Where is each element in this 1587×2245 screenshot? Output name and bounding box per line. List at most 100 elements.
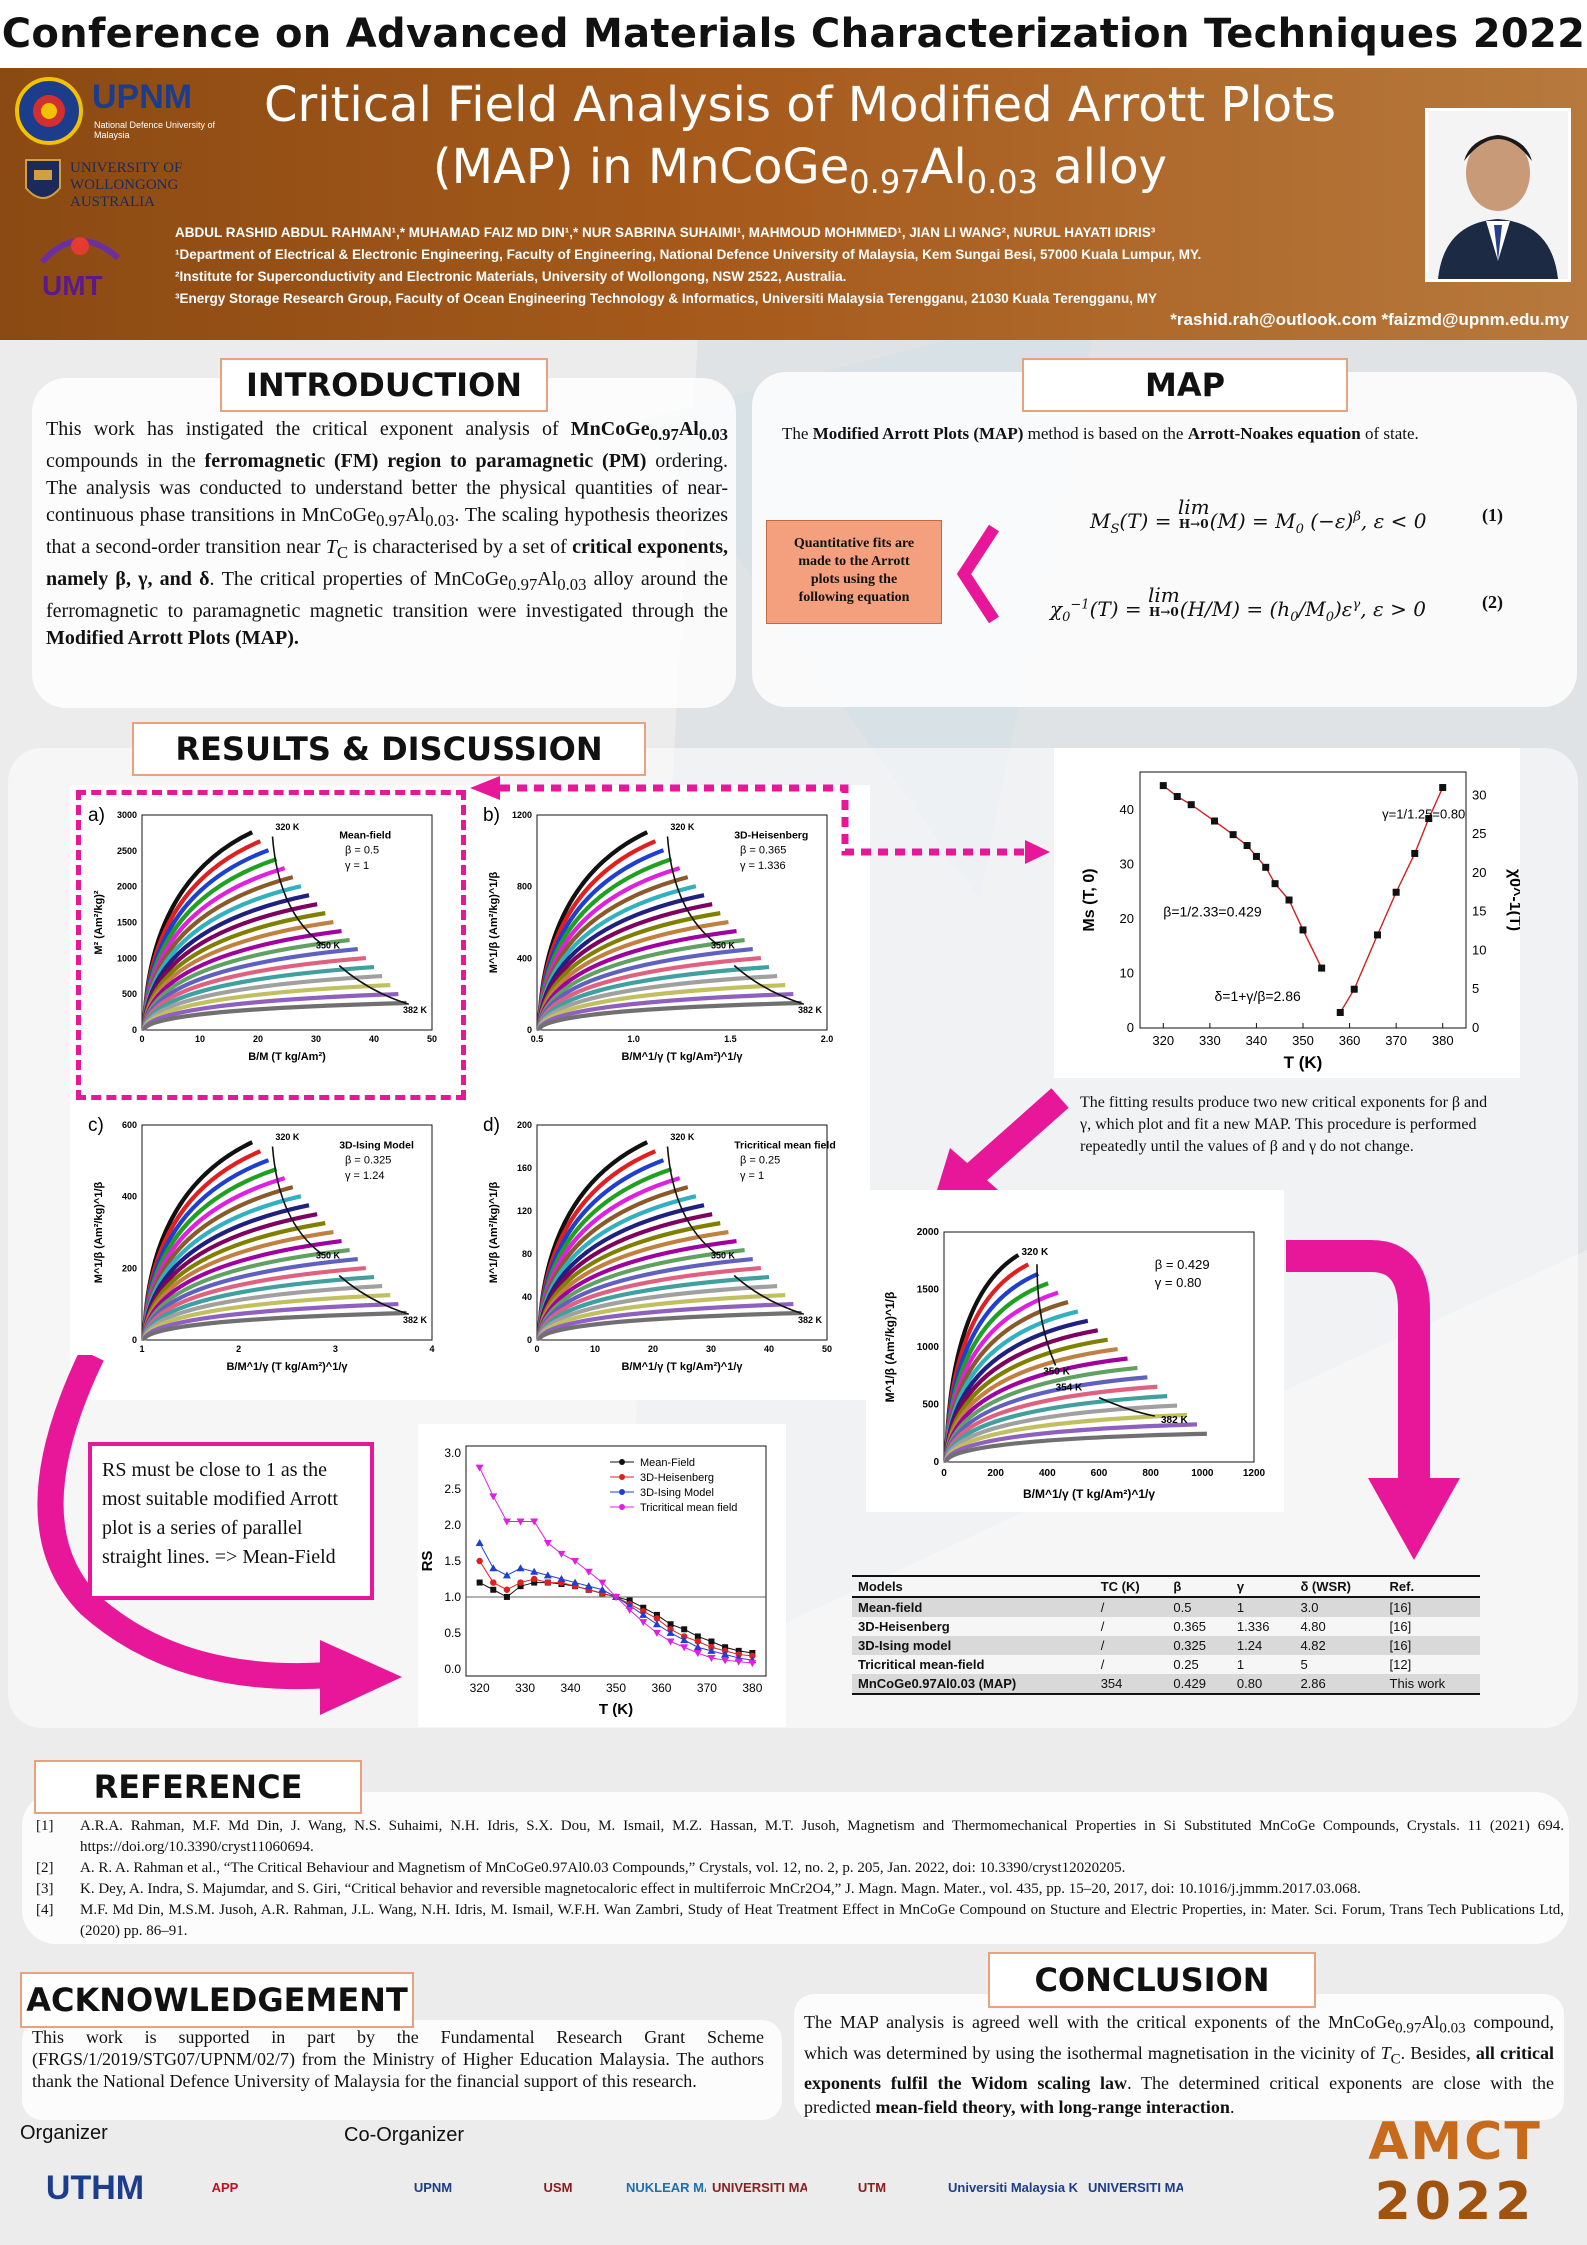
x-tick-label: 600 (1091, 1468, 1108, 1479)
x-tick-label: 3 (333, 1344, 338, 1354)
y-right-tick-label: 25 (1472, 826, 1486, 841)
x-tick-label: 380 (742, 1681, 762, 1695)
x-tick-label: 1200 (1243, 1468, 1266, 1479)
y-axis-label: M^1/β (Am²/kg)^1/β (93, 1181, 105, 1283)
y-tick-label: 10 (1120, 966, 1134, 981)
umt-logo: UMT (38, 228, 138, 308)
uow-logo-text: UNIVERSITY OF WOLLONGONG AUSTRALIA (70, 160, 183, 210)
table-cell: 2.86 (1294, 1674, 1384, 1695)
curved-down-arrow-icon (1286, 1240, 1460, 1560)
x-tick-label: 0 (941, 1468, 947, 1479)
y-tick-label: 30 (1120, 857, 1134, 872)
y-axis-label: RS (419, 1551, 436, 1572)
rs-point-triangle-down (734, 1658, 743, 1666)
map-lead-bold1: Modified Arrott Plots (MAP) (812, 424, 1024, 443)
y-right-tick-label: 20 (1472, 865, 1486, 880)
reference-number: [1] (36, 1818, 54, 1834)
rs-point-triangle-down (543, 1540, 552, 1548)
rs-point-square (694, 1633, 701, 1640)
y-tick-label: 1500 (117, 918, 137, 928)
x-tick-label: 330 (515, 1681, 535, 1695)
x-tick-label: 30 (706, 1344, 716, 1354)
temp-label-382: 382 K (1161, 1415, 1188, 1426)
x-tick-label: 10 (590, 1344, 600, 1354)
rs-point-triangle-down (707, 1655, 716, 1663)
table-header-cell: γ (1230, 1575, 1295, 1598)
rs-point-triangle (475, 1539, 484, 1547)
table-cell: / (1100, 1619, 1105, 1634)
panel-label: c) (88, 1115, 104, 1136)
map-lead-text: The Modified Arrott Plots (MAP) method i… (782, 424, 1419, 444)
author-photo (1425, 108, 1571, 282)
map-panel-3: c) 320 K 350 K 382 K 3D-Ising Model β = 0.325… (88, 1115, 435, 1373)
rs-point-triangle-down (639, 1619, 648, 1627)
table-cell: 0.365 (1173, 1619, 1206, 1634)
temperature-arrow (271, 1146, 323, 1255)
model-name: 3D-Ising Model (339, 1140, 414, 1152)
temp-label-354: 354 K (1056, 1383, 1083, 1394)
rs-point-triangle (598, 1585, 607, 1593)
ms-data-point (1229, 831, 1237, 839)
affiliation-3: ³Energy Storage Research Group, Faculty … (175, 291, 1157, 306)
temperature-arrow (271, 836, 323, 945)
model-gamma: γ = 1 (740, 1170, 764, 1182)
x-tick-label: 320 (470, 1681, 490, 1695)
table-cell: [16] (1383, 1636, 1480, 1655)
plot-frame (536, 814, 828, 1031)
rs-point-triangle-down (571, 1558, 580, 1565)
rs-point-triangle-down (502, 1518, 511, 1526)
sponsor-logo: UNIVERSITI MALAYSIA PERLIS (1088, 2180, 1183, 2195)
y-tick-label: 2500 (117, 846, 137, 856)
rs-point-triangle-down (693, 1650, 702, 1657)
temperature-arrow (1098, 1396, 1155, 1417)
chi-data-point (1439, 784, 1447, 792)
title-sub1: 0.97 (849, 163, 921, 201)
conclusion-panel (794, 1994, 1564, 2120)
table-cell: [12] (1389, 1657, 1412, 1672)
rs-point-square (735, 1647, 742, 1654)
rs-point-triangle (693, 1643, 702, 1651)
map-panel-4: d) 320 K 350 K 382 K Tricritical mean field β… (483, 1115, 836, 1373)
fitting-description: The fitting results produce two new crit… (1080, 1094, 1488, 1155)
x-tick-label: 4 (429, 1344, 434, 1354)
x-axis-label: T (K) (1284, 1053, 1323, 1072)
equation-2-number: (2) (1482, 592, 1503, 612)
new-map-chart: 320 K 350 K 354 K 382 K β = 0.429 γ = 0.80 0 50… (883, 1227, 1266, 1501)
table-cell: 0.25 (1173, 1657, 1199, 1672)
y-right-axis-label: χ0^-1(T) (1506, 869, 1520, 931)
upnm-logo-subtext: National Defence University of Malaysia (94, 120, 216, 140)
rs-point-square (640, 1604, 647, 1611)
x-tick-label: 360 (651, 1681, 671, 1695)
rs-point-triangle (707, 1646, 716, 1654)
rs-point-circle (544, 1579, 552, 1586)
rs-point-triangle-down (557, 1550, 566, 1558)
author-portrait-icon (1428, 111, 1568, 279)
rs-point-circle (694, 1638, 702, 1645)
rs-point-triangle (666, 1628, 675, 1636)
chi-data-point (1374, 931, 1382, 939)
x-tick-label: 1000 (1191, 1468, 1214, 1479)
x-axis-label: B/M (T kg/Am²) (248, 1051, 326, 1063)
acknowledgement-heading: ACKNOWLEDGEMENT (20, 1972, 414, 2028)
isotherm-curve (536, 1000, 802, 1032)
temperature-arrow (733, 964, 805, 1005)
rs-point-triangle (489, 1564, 498, 1572)
x-tick-label: 350 (606, 1681, 626, 1695)
temp-label-382: 382 K (798, 1315, 823, 1325)
y-tick-label: 1000 (117, 953, 137, 963)
y-axis-label: Ms (T, 0) (1081, 868, 1098, 931)
upnm-logo-text: UPNM (92, 78, 193, 116)
y-tick-label: 0 (527, 1025, 532, 1035)
legend-label: 3D-Ising Model (640, 1487, 714, 1499)
delta-annotation: δ=1+γ/β=2.86 (1215, 988, 1302, 1004)
x-tick-label: 200 (987, 1468, 1004, 1479)
rs-point-triangle-down (748, 1660, 757, 1668)
ms-data-point (1262, 863, 1270, 871)
amct-logo-year: 2022 (1374, 2172, 1536, 2232)
x-tick-label: 340 (1246, 1033, 1268, 1048)
legend-marker (619, 1474, 625, 1480)
chi-data-point (1336, 1008, 1344, 1016)
model-name: Mean-field (339, 830, 391, 842)
y-tick-label: 0 (933, 1457, 939, 1468)
y-tick-label: 0 (132, 1025, 137, 1035)
